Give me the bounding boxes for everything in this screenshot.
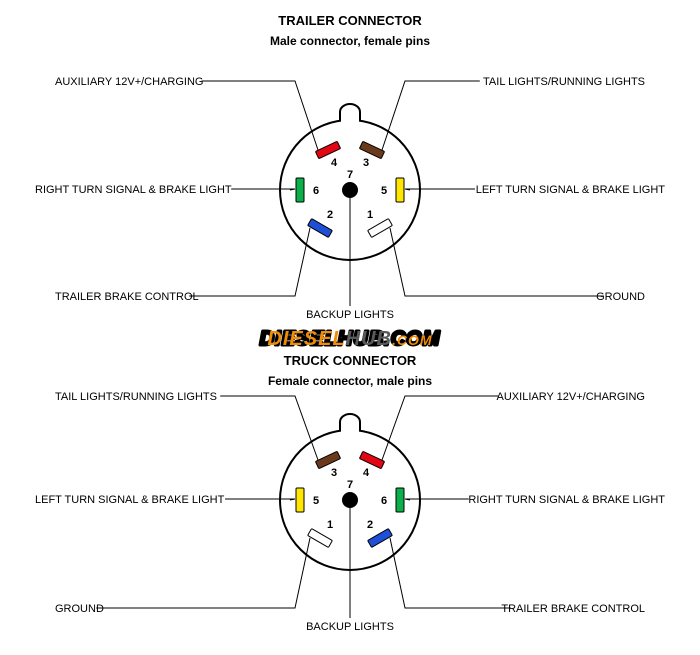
- logo: DIESELHUB.COMDIESELHUB.COM: [260, 328, 441, 350]
- trailer-label-pin2: TRAILER BRAKE CONTROL: [55, 291, 199, 303]
- trailer-label-pin3: TAIL LIGHTS/RUNNING LIGHTS: [483, 76, 645, 88]
- trailer-pin-5: [396, 178, 404, 202]
- connector-trailer: TRAILER CONNECTOR Male connector, female …: [35, 13, 665, 321]
- trailer-leader-pin5: [405, 189, 475, 190]
- svg-text:2: 2: [367, 519, 373, 531]
- svg-text:1: 1: [327, 519, 333, 531]
- svg-text:4: 4: [363, 467, 370, 479]
- trailer-leader-pin6: [231, 189, 295, 190]
- svg-text:4: 4: [331, 157, 338, 169]
- truck-pin-6: [396, 488, 404, 512]
- truck-label-pin1: GROUND: [55, 603, 104, 615]
- svg-text:3: 3: [331, 467, 337, 479]
- svg-text:5: 5: [313, 495, 319, 507]
- truck-leader-pin1: [96, 538, 310, 608]
- svg-text:3: 3: [363, 157, 369, 169]
- truck-label-pin3: TAIL LIGHTS/RUNNING LIGHTS: [55, 391, 217, 403]
- trailer-leader-pin1: [390, 228, 604, 296]
- truck-label-pin2: TRAILER BRAKE CONTROL: [501, 603, 645, 615]
- truck-leader-pin6: [405, 499, 469, 500]
- trailer-key-notch: [340, 104, 360, 121]
- trailer-leader-pin3: [382, 81, 480, 150]
- truck-leader-pin3: [220, 396, 318, 460]
- trailer-subtitle: Male connector, female pins: [270, 34, 430, 48]
- truck-pin-5: [296, 488, 304, 512]
- truck-key-notch: [340, 414, 360, 431]
- trailer-leader-pin2: [189, 228, 310, 296]
- truck-pin-1: [308, 529, 333, 548]
- truck-title: TRUCK CONNECTOR: [284, 353, 417, 368]
- truck-label-pin7: BACKUP LIGHTS: [306, 621, 394, 633]
- trailer-label-pin6: RIGHT TURN SIGNAL & BRAKE LIGHT: [35, 184, 232, 196]
- svg-text:7: 7: [347, 479, 353, 491]
- svg-text:1: 1: [367, 209, 373, 221]
- truck-pin-2: [368, 529, 393, 548]
- trailer-label-pin4: AUXILIARY 12V+/CHARGING: [55, 76, 203, 88]
- trailer-label-pin1: GROUND: [596, 291, 645, 303]
- trailer-label-pin5: LEFT TURN SIGNAL & BRAKE LIGHT: [476, 184, 666, 196]
- trailer-pin-6: [296, 178, 304, 202]
- svg-text:DIESELHUB.COM: DIESELHUB.COM: [267, 328, 432, 350]
- trailer-pin-2: [308, 219, 333, 238]
- trailer-pin-1: [368, 219, 393, 238]
- svg-text:5: 5: [381, 185, 387, 197]
- truck-label-pin4: AUXILIARY 12V+/CHARGING: [497, 391, 645, 403]
- truck-leader-pin2: [390, 538, 511, 608]
- trailer-label-pin7: BACKUP LIGHTS: [306, 309, 394, 321]
- truck-pin-7: [342, 492, 358, 508]
- svg-text:7: 7: [347, 169, 353, 181]
- connector-truck: TRUCK CONNECTOR Female connector, male pi…: [35, 353, 665, 633]
- svg-text:2: 2: [327, 209, 333, 221]
- truck-label-pin5: LEFT TURN SIGNAL & BRAKE LIGHT: [35, 494, 225, 506]
- trailer-title: TRAILER CONNECTOR: [278, 13, 422, 28]
- truck-leader-pin5: [225, 499, 295, 500]
- svg-text:6: 6: [381, 495, 387, 507]
- diagram-canvas: TRAILER CONNECTOR Male connector, female …: [0, 0, 700, 655]
- trailer-pin-7: [342, 182, 358, 198]
- svg-text:6: 6: [313, 185, 319, 197]
- truck-subtitle: Female connector, male pins: [268, 374, 432, 388]
- truck-label-pin6: RIGHT TURN SIGNAL & BRAKE LIGHT: [468, 494, 665, 506]
